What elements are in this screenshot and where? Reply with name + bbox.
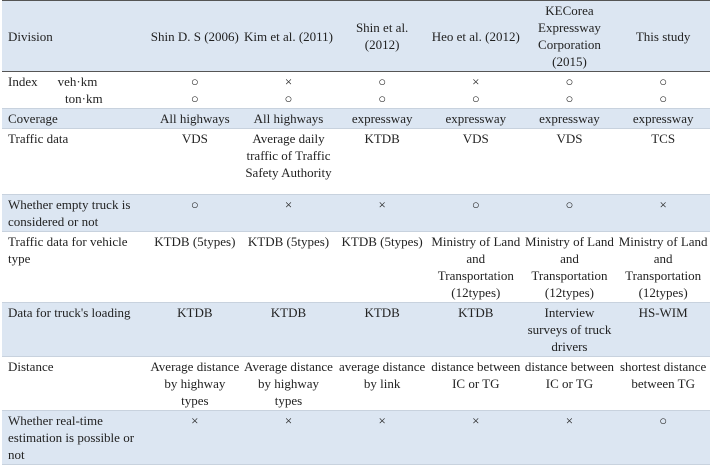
cell: KTDB (5types) xyxy=(241,231,336,303)
cell: Ministry of Land and Transportation (12t… xyxy=(522,231,617,303)
symbol: × xyxy=(284,74,293,89)
cell: Ministry of Land and Transportation (12t… xyxy=(616,231,710,303)
header-cell: Division xyxy=(2,0,148,72)
unit-label: ton·km xyxy=(65,91,103,106)
row-label: Whether real-time estimation is possible… xyxy=(2,410,148,465)
cell: VDS xyxy=(428,128,523,195)
cell: ○ xyxy=(148,194,242,232)
cell: distance between IC or TG xyxy=(522,356,617,411)
symbol: ○ xyxy=(565,91,574,106)
cell: expressway xyxy=(522,108,617,129)
cell: KTDB xyxy=(148,302,242,357)
cell: × xyxy=(522,410,617,465)
label-line: Index veh·km xyxy=(8,73,146,90)
header-cell: Heo et al. (2012) xyxy=(428,0,523,72)
symbol: ○ xyxy=(378,74,387,89)
symbol: ○ xyxy=(565,74,574,89)
cell: × xyxy=(428,410,523,465)
cell: distance between IC or TG xyxy=(428,356,523,411)
cell: HS-WIM xyxy=(616,302,710,357)
cell: All highways xyxy=(241,108,336,129)
cell: × xyxy=(241,410,336,465)
row-label: Whether empty truck is considered or not xyxy=(2,194,148,232)
cell: × xyxy=(616,194,710,232)
cell: Average distance by highway types xyxy=(148,356,242,411)
cell: × ○ xyxy=(428,71,523,109)
row-label: Traffic data xyxy=(2,128,148,195)
symbol: ○ xyxy=(284,91,293,106)
table-row: Data for truck's loading KTDB KTDB KTDB KTDB… xyxy=(2,302,710,357)
cell: KTDB xyxy=(428,302,523,357)
cell: ○ xyxy=(616,410,710,465)
cell: All highways xyxy=(148,108,242,129)
cell: × ○ xyxy=(241,71,336,109)
symbol: ○ xyxy=(378,91,387,106)
cell: × xyxy=(148,410,242,465)
header-cell: KECorea Expressway Corporation (2015) xyxy=(522,0,617,72)
cell: expressway xyxy=(428,108,523,129)
table-row: Traffic data VDS Average daily traffic of … xyxy=(2,128,710,195)
cell: ○ xyxy=(428,194,523,232)
row-label: Distance xyxy=(2,356,148,411)
cell: × xyxy=(241,194,336,232)
header-cell: Shin et al. (2012) xyxy=(335,0,429,72)
cell: × xyxy=(335,410,429,465)
cell: VDS xyxy=(522,128,617,195)
table-row: Coverage All highways All highways expressw… xyxy=(2,108,710,129)
symbol: ○ xyxy=(190,74,199,89)
cell: expressway xyxy=(616,108,710,129)
cell: KTDB xyxy=(335,128,429,195)
unit-label: veh·km xyxy=(57,74,98,89)
cell: × xyxy=(335,194,429,232)
cell: expressway xyxy=(335,108,429,129)
cell: Ministry of Land and Transportation (12t… xyxy=(428,231,523,303)
header-cell: Kim et al. (2011) xyxy=(241,0,336,72)
cell: Interview surveys of truck drivers xyxy=(522,302,617,357)
index-row: Index veh·km ton·km ○ ○ × ○ ○ ○ × ○ ○ ○ ○ ○ xyxy=(2,71,710,109)
table-row: Whether real-time estimation is possible… xyxy=(2,410,710,465)
cell: VDS xyxy=(148,128,242,195)
cell: KTDB xyxy=(335,302,429,357)
cell: ○ xyxy=(522,194,617,232)
label-line: ton·km xyxy=(8,90,146,107)
table-row: Whether empty truck is considered or not… xyxy=(2,194,710,232)
row-label: Index veh·km ton·km xyxy=(2,71,148,109)
header-cell: This study xyxy=(616,0,710,72)
symbol: ○ xyxy=(659,74,668,89)
cell: average distance by link xyxy=(335,356,429,411)
header-row: Division Shin D. S (2006) Kim et al. (2011… xyxy=(2,0,710,72)
symbol: ○ xyxy=(471,91,480,106)
cell: Average daily traffic of Traffic Safety … xyxy=(241,128,336,195)
row-label: Data for truck's loading xyxy=(2,302,148,357)
cell: Average distance by highway types xyxy=(241,356,336,411)
row-label: Traffic data for vehicle type xyxy=(2,231,148,303)
symbol: ○ xyxy=(659,91,668,106)
cell: ○ ○ xyxy=(335,71,429,109)
row-label: Coverage xyxy=(2,108,148,129)
cell: KTDB (5types) xyxy=(148,231,242,303)
cell: ○ ○ xyxy=(148,71,242,109)
cell: shortest distance between TG xyxy=(616,356,710,411)
cell: KTDB xyxy=(241,302,336,357)
symbol: × xyxy=(472,74,480,89)
header-cell: Shin D. S (2006) xyxy=(148,0,242,72)
cell: ○ ○ xyxy=(522,71,617,109)
table-row: Distance Average distance by highway type… xyxy=(2,356,710,411)
cell: KTDB (5types) xyxy=(335,231,429,303)
cell: TCS xyxy=(616,128,710,195)
label-text: Index xyxy=(8,74,38,89)
cell: ○ ○ xyxy=(616,71,710,109)
symbol: ○ xyxy=(190,91,199,106)
table-row: Traffic data for vehicle type KTDB (5type… xyxy=(2,231,710,303)
